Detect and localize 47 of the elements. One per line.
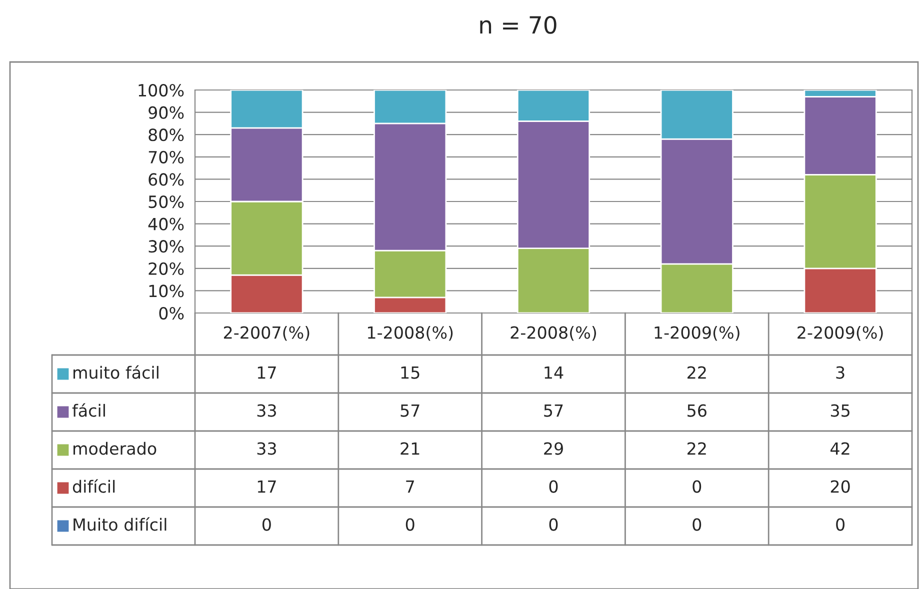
data-label: 3	[836, 366, 844, 379]
y-tick-label: 30%	[148, 240, 184, 253]
legend-label: moderado	[74, 442, 156, 455]
x-tick-label: 2-2008(%)	[510, 326, 596, 341]
x-tick-label: 2-2007(%)	[224, 326, 310, 341]
data-label: 17	[258, 480, 276, 493]
y-tick-label: 40%	[148, 218, 184, 230]
data-label: 0	[836, 518, 844, 531]
data-label: 22	[688, 442, 706, 455]
data-label: 57	[544, 404, 563, 417]
data-label: 35	[830, 404, 850, 417]
x-tick-label: 1-2009(%)	[654, 326, 740, 341]
y-tick-label: 10%	[149, 284, 184, 298]
data-label: 0	[549, 480, 558, 493]
y-tick-label: 80%	[148, 128, 184, 142]
data-label: 22	[688, 366, 706, 379]
data-label: 0	[692, 518, 702, 531]
y-tick-label: 50%	[148, 195, 184, 208]
data-label: 42	[830, 442, 850, 455]
data-label: 20	[830, 480, 850, 493]
data-label: 29	[544, 442, 563, 455]
y-tick-label: 70%	[148, 150, 184, 164]
y-tick-label: 0%	[159, 306, 184, 320]
y-tick-label: 100%	[138, 84, 184, 97]
data-label: 0	[692, 480, 702, 493]
data-label: 57	[400, 404, 420, 417]
data-label: 0	[262, 518, 271, 531]
chart-title: n = 70	[480, 16, 556, 34]
legend-label: difícil	[72, 479, 115, 493]
data-label: 17	[258, 366, 276, 379]
x-tick-label: 1-2008(%)	[368, 326, 453, 341]
data-label: 0	[406, 518, 414, 531]
data-label: 0	[549, 518, 558, 531]
data-label: 21	[400, 442, 420, 455]
data-label: 15	[401, 366, 420, 379]
legend-label: muito fácil	[74, 365, 158, 379]
data-label: 33	[257, 404, 276, 417]
legend-label: fácil	[72, 403, 105, 417]
data-label: 14	[544, 366, 564, 379]
y-tick-label: 60%	[148, 173, 184, 186]
data-label: 33	[257, 442, 276, 455]
y-tick-label: 90%	[148, 106, 184, 119]
x-tick-label: 2-2009(%)	[798, 326, 883, 341]
data-label: 7	[406, 480, 414, 493]
data-label: 56	[688, 404, 706, 417]
legend-label: Muito difícil	[74, 517, 166, 531]
y-tick-label: 20%	[148, 262, 184, 275]
